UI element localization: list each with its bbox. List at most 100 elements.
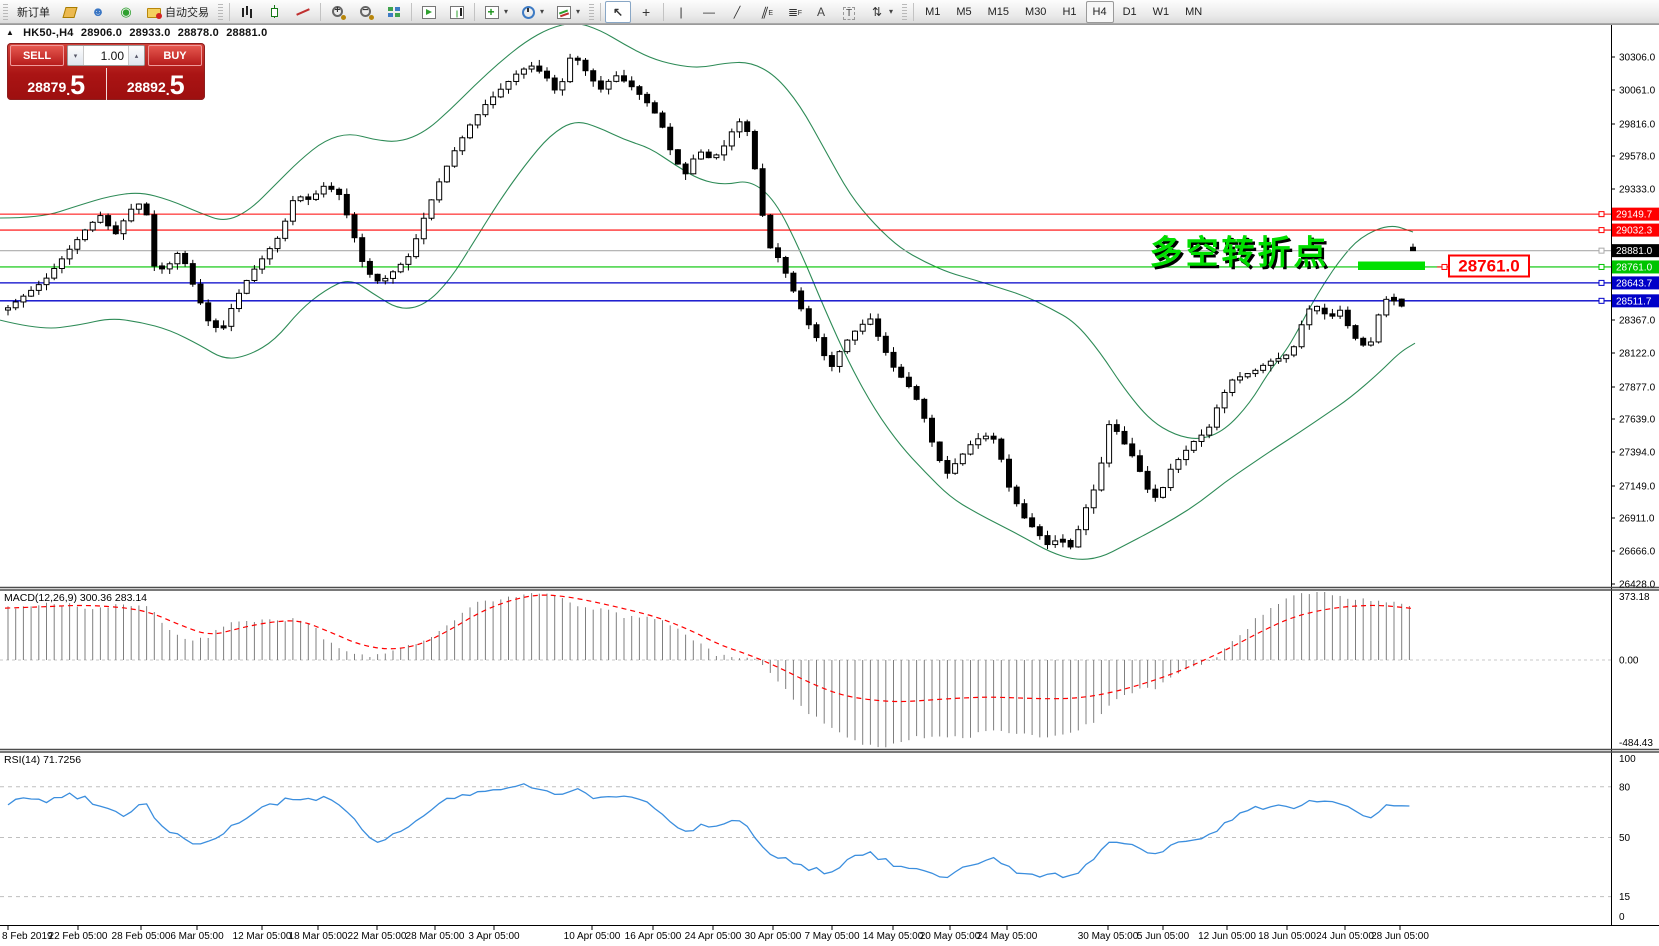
market-watch-icon [62,4,78,20]
community-button[interactable] [85,1,111,23]
timeframe-h1-button[interactable]: H1 [1062,5,1077,18]
volume-increase-button[interactable]: ▴ [128,46,144,65]
text-button[interactable] [808,1,834,23]
macd-signal-line [4,594,1414,703]
tile-windows-icon [386,4,402,20]
equidistant-channel-icon [757,4,773,22]
toolbar-grip[interactable] [902,3,908,20]
chart-shift-button[interactable] [444,1,470,23]
timeframe-d1-button[interactable]: D1 [1122,5,1137,18]
equidistant-channel-button[interactable] [752,1,778,23]
price-line-anchor[interactable] [1598,263,1605,270]
y-axis-label: 28122.0 [1619,349,1656,360]
x-axis-label: 18 Mar 05:00 [289,931,348,942]
candlestick-chart-button[interactable] [262,1,288,23]
timeframe-mn-button[interactable]: MN [1185,5,1203,18]
signal-button[interactable] [113,1,139,23]
profiles-clock-icon [520,4,536,20]
label-anchor[interactable] [1441,263,1448,270]
vertical-line-button[interactable] [668,1,694,23]
volume-input[interactable]: 1.00 [100,48,124,63]
new-chart-button[interactable]: ▾ [479,1,513,23]
price-line-anchor[interactable] [1598,297,1605,304]
separator [663,2,665,21]
timeframe-w1-button[interactable]: W1 [1152,5,1170,18]
x-axis-label: 30 May 05:00 [1078,931,1139,942]
text-icon [813,4,829,20]
price-line-anchor[interactable] [1598,247,1605,254]
timeframe-h4-button[interactable]: H4 [1085,0,1114,23]
price-line-anchor[interactable] [1598,279,1605,286]
green-zone-rectangle[interactable] [1358,261,1425,271]
cursor-button[interactable] [605,0,632,23]
timeframe-m15-button[interactable]: M15 [987,5,1010,18]
price-callout-box[interactable] [1448,254,1530,278]
profiles-button[interactable]: ▾ [515,1,549,23]
price-line-anchor[interactable] [1598,227,1605,234]
y-axis-label: 27394.0 [1619,448,1656,459]
timeframe-m5-button[interactable]: M5 [956,5,972,18]
signal-icon [118,4,134,20]
cursor-icon [610,4,626,20]
annotation-text[interactable]: 多空转折点 [1150,234,1330,271]
x-axis-label: 5 Jun 05:00 [1137,931,1190,942]
candlestick-chart-icon [267,4,283,20]
zoom-in-button[interactable] [325,1,351,23]
candlesticks [5,53,1416,550]
fibonacci-button[interactable] [780,1,806,23]
y-axis-label: 30061.0 [1619,86,1656,97]
price-line-axis-badge [1612,260,1659,274]
line-chart-button[interactable] [290,1,316,23]
x-axis-label: 20 May 05:00 [920,931,981,942]
trendline-button[interactable] [724,1,750,23]
price-line-axis-label: 29032.3 [1616,226,1653,237]
timeframe-bar: M1 M5 M15 M30 H1 H4 D1 W1 MN [917,0,1210,23]
crosshair-button[interactable] [633,1,659,23]
templates-button[interactable]: ▾ [551,1,585,23]
autotrade-button[interactable]: 自动交易 [141,1,214,23]
x-axis-label: 28 Jun 05:00 [1371,931,1429,942]
buy-button[interactable]: BUY [148,45,202,66]
tile-windows-button[interactable] [381,1,407,23]
timeframe-m30-button[interactable]: M30 [1025,5,1047,18]
macd-axis-min: -484.43 [1619,738,1653,749]
y-axis-label: 29816.0 [1619,120,1656,131]
crosshair-icon [638,4,654,20]
toolbar-grip[interactable] [218,3,223,20]
horizontal-line-button[interactable] [696,1,722,23]
toolbar-grip[interactable] [3,3,8,20]
auto-scroll-icon [421,4,437,20]
y-axis-label: 26428.0 [1619,580,1656,591]
y-axis-label: 27639.0 [1619,415,1656,426]
auto-scroll-button[interactable] [416,1,442,23]
text-label-button[interactable] [836,1,862,23]
separator [913,2,915,21]
top-toolbar: 新订单 自动交易 ▾ ▾ ▾ ▾ M1 M5 M15 M30 H1 H4 D1 W1 MN [0,0,1659,24]
price-line-axis-label: 28511.7 [1616,296,1652,307]
price-callout-label: 28761.0 [1458,257,1519,276]
arrows-button[interactable]: ▾ [864,1,898,23]
macd-label: MACD(12,26,9) 300.36 283.14 [4,592,147,604]
market-watch-button[interactable] [57,1,83,23]
toolbar-grip[interactable] [589,3,595,20]
price-line-axis-badge [1612,294,1659,308]
zoom-out-button[interactable] [353,1,379,23]
timeframe-m1-button[interactable]: M1 [925,5,941,18]
buy-price[interactable]: 28892. 5 [105,68,206,100]
new-order-button[interactable]: 新订单 [12,1,55,23]
price-line-axis-badge [1612,276,1659,290]
sell-button[interactable]: SELL [10,45,64,66]
x-axis-label: 28 Feb 05:00 [112,931,171,942]
x-axis-label: 12 Mar 05:00 [233,931,292,942]
volume-decrease-button[interactable]: ▾ [68,46,84,65]
price-line-axis-label: 28643.7 [1616,278,1653,289]
x-axis-label: 22 Mar 05:00 [348,931,407,942]
vertical-line-icon [673,4,689,20]
symbol-period: HK50-,H4 [23,27,74,39]
zoom-out-icon [358,3,374,20]
symbol-info: HK50-,H4 28906.0 28933.0 28878.0 28881.0 [6,27,271,39]
sell-price[interactable]: 28879. 5 [7,68,106,100]
price-line-anchor[interactable] [1598,211,1605,218]
bar-chart-button[interactable] [234,1,260,23]
